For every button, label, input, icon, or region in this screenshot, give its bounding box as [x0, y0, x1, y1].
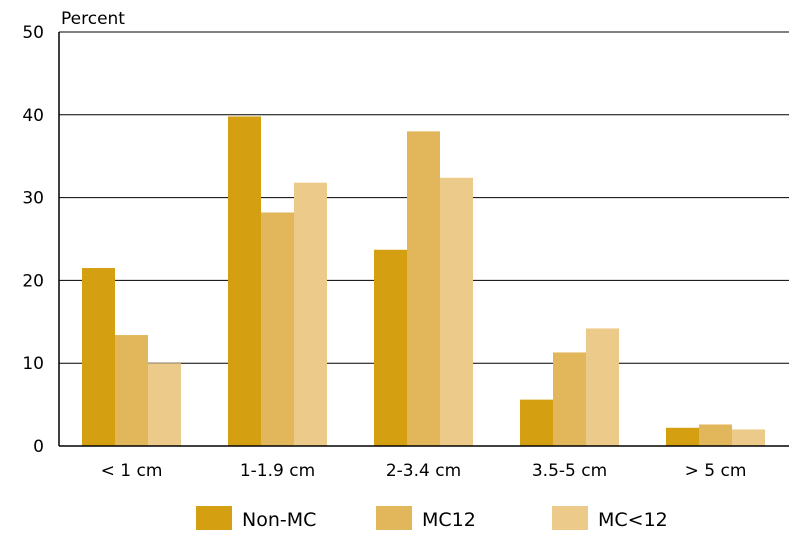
bar [115, 335, 148, 446]
y-tick-label: 20 [22, 271, 44, 291]
legend-label: MC12 [422, 509, 476, 531]
x-tick-label: 3.5-5 cm [532, 461, 607, 481]
bar [374, 249, 407, 446]
bar [148, 363, 181, 446]
bar [732, 429, 765, 446]
legend-label: MC<12 [598, 509, 668, 531]
bars [82, 116, 765, 447]
x-tick-label: 1-1.9 cm [240, 461, 315, 481]
x-tick-label: 2-3.4 cm [386, 461, 461, 481]
legend: Non-MC MC12 MC<12 [196, 506, 668, 531]
x-tick-label: < 1 cm [101, 461, 163, 481]
axes [58, 32, 789, 447]
bar [407, 131, 440, 447]
bar [261, 212, 294, 446]
x-tick-label: > 5 cm [685, 461, 747, 481]
bar [666, 427, 699, 446]
bar [294, 182, 327, 447]
y-tick-labels: 0 10 20 30 40 50 [22, 23, 44, 457]
x-tick-labels: < 1 cm 1-1.9 cm 2-3.4 cm 3.5-5 cm > 5 cm [101, 461, 747, 481]
y-tick-label: 10 [22, 354, 44, 374]
bar [699, 424, 732, 446]
bar [440, 177, 473, 446]
bar [520, 399, 553, 446]
legend-swatch [196, 506, 232, 530]
bar [228, 116, 261, 447]
legend-swatch [376, 506, 412, 530]
y-tick-label: 40 [22, 106, 44, 126]
y-tick-label: 0 [33, 437, 44, 457]
legend-swatch [552, 506, 588, 530]
y-axis-title: Percent [61, 9, 125, 29]
y-tick-label: 50 [22, 23, 44, 43]
y-tick-label: 30 [22, 189, 44, 209]
bar [586, 328, 619, 446]
bar [553, 352, 586, 446]
bar [82, 267, 115, 446]
legend-label: Non-MC [242, 509, 316, 531]
